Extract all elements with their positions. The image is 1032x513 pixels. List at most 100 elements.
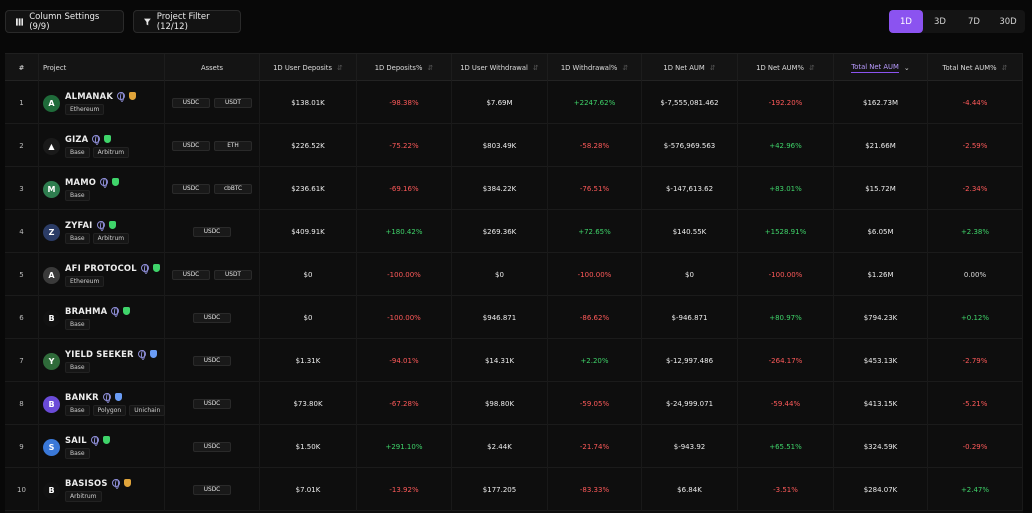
project-name-row: GIZA (65, 133, 129, 145)
withdrawal-pct: -58.28% (548, 124, 642, 167)
column-header-1d-user-withdrawal[interactable]: 1D User Withdrawal ⇵ (452, 54, 548, 81)
project-name[interactable]: BRAHMA (65, 305, 108, 316)
project-cell[interactable]: A ALMANAK Ethereum (39, 81, 165, 124)
chain-tags: Base (65, 318, 130, 330)
column-header-1d-net-aum[interactable]: 1D Net AUM% ⇵ (738, 54, 834, 81)
deposits-value: $236.61K (260, 167, 357, 210)
sort-icon[interactable]: ⌄ (903, 63, 910, 72)
project-cell[interactable]: A AFI PROTOCOL Ethereum (39, 253, 165, 296)
project-name[interactable]: SAIL (65, 434, 87, 445)
net-aum-value: $-147,613.62 (642, 167, 738, 210)
range-option-30d[interactable]: 30D (999, 16, 1017, 27)
total-net-aum-value: $284.07K (834, 468, 928, 511)
row-index: 4 (5, 210, 39, 253)
net-aum-pct: -100.00% (738, 253, 834, 296)
column-header-total-net-aum[interactable]: Total Net AUM ⌄ (834, 54, 928, 81)
deposits-value: $226.52K (260, 124, 357, 167)
project-cell[interactable]: B BRAHMA Base (39, 296, 165, 339)
sort-icon[interactable]: ⇵ (337, 63, 343, 72)
table-row[interactable]: 8 B BANKR Base Polygon Unichain USDC $73.80K -67… (5, 382, 1023, 425)
project-filter-label: Project Filter (12/12) (156, 11, 210, 32)
table-row[interactable]: 3 M MAMO Base USDC cbBTC $236.61K -69.16% $384.2… (5, 167, 1023, 210)
asset-badge-usdc: USDC (193, 226, 231, 237)
globe-icon[interactable] (102, 392, 111, 403)
table-row[interactable]: 5 A AFI PROTOCOL Ethereum USDC USDT $0 -100.00%… (5, 253, 1023, 296)
row-index: 9 (5, 425, 39, 468)
net-aum-value: $-12,997.486 (642, 339, 738, 382)
project-cell[interactable]: B BANKR Base Polygon Unichain (39, 382, 166, 425)
range-option-3d[interactable]: 3D (934, 16, 946, 27)
asset-badge-usdc: USDC (172, 140, 210, 151)
column-header-1d-user-deposits[interactable]: 1D User Deposits ⇵ (260, 54, 357, 81)
globe-icon[interactable] (96, 220, 105, 231)
table-row[interactable]: 2 ▲ GIZA Base Arbitrum USDC ETH $226.52K -75.22%… (5, 124, 1023, 167)
table-row[interactable]: 7 Y YIELD SEEKER Base USDC $1.31K -94.01% $14.3… (5, 339, 1023, 382)
assets-cell: USDC (165, 296, 260, 339)
deposits-pct: -13.92% (357, 468, 452, 511)
globe-icon[interactable] (137, 349, 146, 360)
project-cell[interactable]: S SAIL Base (39, 425, 165, 468)
project-cell[interactable]: B BASISOS Arbitrum (39, 468, 165, 511)
project-name[interactable]: MAMO (65, 176, 97, 187)
globe-icon[interactable] (100, 177, 109, 188)
range-option-1d[interactable]: 1D (889, 10, 923, 33)
withdrawal-pct: -86.62% (548, 296, 642, 339)
globe-icon[interactable] (117, 91, 126, 102)
chain-tag-base: Base (65, 447, 90, 459)
range-option-7d[interactable]: 7D (968, 16, 980, 27)
column-header-total-net-aum[interactable]: Total Net AUM% ⇵ (928, 54, 1023, 81)
project-filter-button[interactable]: Project Filter (12/12) (133, 10, 241, 33)
column-header-1d-net-aum[interactable]: 1D Net AUM ⇵ (642, 54, 738, 81)
table-row[interactable]: 9 S SAIL Base USDC $1.50K +291.10% $2.44K -21.74… (5, 425, 1023, 468)
withdrawal-pct: -100.00% (548, 253, 642, 296)
globe-icon[interactable] (90, 435, 99, 446)
sort-icon[interactable]: ⇵ (427, 63, 434, 72)
net-aum-value: $-576,969.563 (642, 124, 738, 167)
withdrawal-pct: -76.51% (548, 167, 642, 210)
project-name[interactable]: AFI PROTOCOL (65, 262, 137, 273)
chain-tag-polygon: Polygon (92, 404, 127, 416)
table-row[interactable]: 6 B BRAHMA Base USDC $0 -100.00% $946.871 -86.62… (5, 296, 1023, 339)
column-header-1d-deposits[interactable]: 1D Deposits% ⇵ (357, 54, 452, 81)
sort-icon[interactable]: ⇵ (532, 63, 539, 72)
project-name[interactable]: ZYFAI (65, 219, 93, 230)
project-name[interactable]: GIZA (65, 133, 89, 144)
project-info: MAMO Base (65, 176, 120, 201)
project-cell[interactable]: M MAMO Base (39, 167, 165, 210)
globe-icon[interactable] (111, 306, 120, 317)
total-net-aum-value: $413.15K (834, 382, 928, 425)
asset-badge-usdc: USDC (172, 97, 210, 108)
asset-badge-eth: ETH (214, 140, 252, 151)
net-aum-value: $6.84K (642, 468, 738, 511)
shield-icon (129, 91, 137, 100)
total-net-aum-pct: +2.47% (928, 468, 1023, 511)
project-cell[interactable]: ▲ GIZA Base Arbitrum (39, 124, 165, 167)
net-aum-value: $-943.92 (642, 425, 738, 468)
asset-badge-usdc: USDC (193, 312, 231, 323)
column-settings-button[interactable]: Column Settings (9/9) (5, 10, 124, 33)
project-name[interactable]: BANKR (65, 391, 99, 402)
sort-icon[interactable]: ⇵ (1001, 63, 1008, 72)
project-name[interactable]: ALMANAK (65, 90, 114, 101)
table-row[interactable]: 1 A ALMANAK Ethereum USDC USDT $138.01K -98.38%… (5, 81, 1023, 124)
chain-tags: Base Arbitrum (65, 232, 130, 244)
project-name[interactable]: YIELD SEEKER (65, 348, 134, 359)
withdrawal-pct: +72.65% (548, 210, 642, 253)
sort-icon[interactable]: ⇵ (709, 63, 716, 72)
column-header-1d-withdrawal[interactable]: 1D Withdrawal% ⇵ (548, 54, 642, 81)
sort-icon[interactable]: ⇵ (622, 63, 629, 72)
table-row[interactable]: 4 Z ZYFAI Base Arbitrum USDC $409.91K +180.42% $… (5, 210, 1023, 253)
table-row[interactable]: 10 B BASISOS Arbitrum USDC $7.01K -13.92% $177.… (5, 468, 1023, 511)
project-cell[interactable]: Z ZYFAI Base Arbitrum (39, 210, 165, 253)
net-aum-pct: -3.51% (738, 468, 834, 511)
project-cell[interactable]: Y YIELD SEEKER Base (39, 339, 165, 382)
globe-icon[interactable] (111, 478, 120, 489)
column-header-label: Total Net AUM% (942, 63, 997, 72)
globe-icon[interactable] (92, 134, 101, 145)
deposits-value: $409.91K (260, 210, 357, 253)
project-name-row: BANKR (65, 391, 165, 403)
sort-icon[interactable]: ⇵ (808, 63, 815, 72)
deposits-value: $1.31K (260, 339, 357, 382)
project-name[interactable]: BASISOS (65, 477, 108, 488)
globe-icon[interactable] (140, 263, 149, 274)
